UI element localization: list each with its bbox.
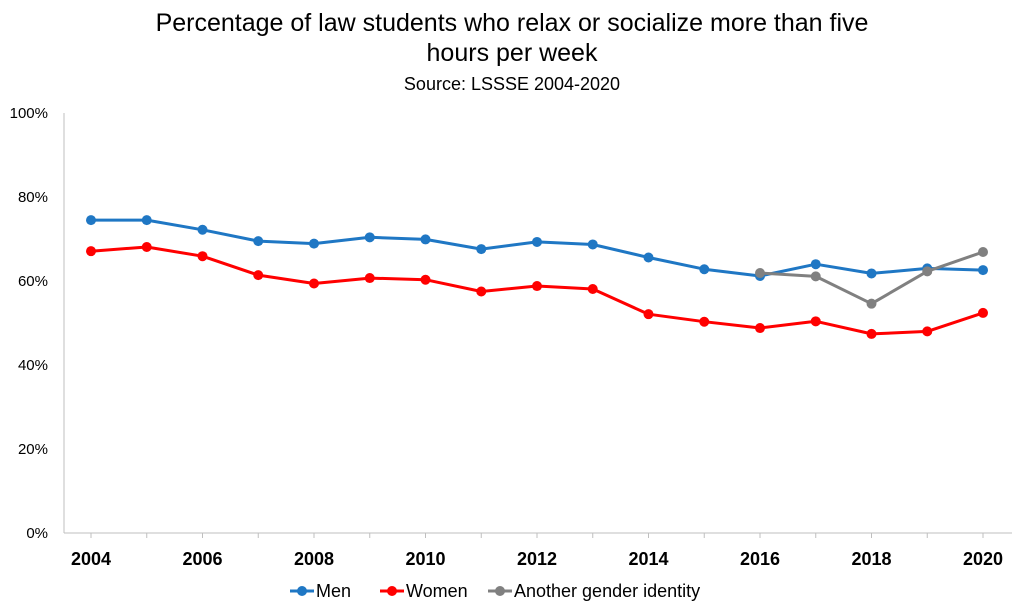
data-point-men: [978, 265, 988, 276]
data-point-men: [141, 215, 152, 226]
data-point-men: [253, 236, 264, 247]
y-tick-label: 80%: [18, 189, 48, 206]
data-point-men: [532, 236, 542, 247]
x-tick-label: 2006: [182, 549, 222, 569]
chart-title-line1: Percentage of law students who relax or …: [155, 9, 869, 37]
x-tick-label: 2008: [294, 549, 334, 569]
series-line-men: [91, 218, 984, 278]
y-tick-label: 0%: [26, 525, 48, 542]
y-tick-label: 100%: [10, 105, 48, 122]
y-tick-label: 40%: [18, 357, 48, 374]
data-point-women: [699, 316, 710, 327]
data-point-another-gender-identity: [922, 266, 933, 277]
chart-subtitle: Source: LSSSE 2004-2020: [403, 74, 621, 94]
x-tick-label: 2020: [963, 549, 1003, 569]
data-point-women: [643, 309, 654, 320]
data-point-another-gender-identity: [755, 268, 765, 279]
data-point-women: [309, 278, 319, 289]
data-point-women: [978, 307, 988, 318]
data-point-men: [197, 224, 208, 235]
y-tick-label: 20%: [18, 441, 48, 458]
data-point-women: [755, 323, 765, 334]
data-point-men: [364, 232, 375, 243]
data-point-women: [197, 251, 208, 262]
x-tick-label: 2018: [851, 549, 891, 569]
legend-marker-women: [387, 586, 397, 596]
data-point-women: [866, 328, 877, 339]
y-tick-label: 60%: [18, 273, 48, 290]
legend-label-men: Men: [316, 581, 351, 601]
data-point-women: [810, 316, 821, 327]
legend-marker-another-gender-identity: [495, 586, 505, 596]
data-point-men: [699, 264, 710, 275]
legend-label-another-gender-identity: Another gender identity: [514, 581, 700, 601]
data-point-men: [810, 259, 821, 270]
x-tick-label: 2014: [628, 549, 668, 569]
legend-label-women: Women: [406, 581, 468, 601]
data-point-women: [86, 246, 96, 257]
legend-marker-men: [297, 586, 307, 596]
data-point-men: [420, 234, 431, 245]
data-point-women: [922, 326, 933, 337]
chart-title-line2: hours per week: [426, 39, 598, 67]
data-point-women: [587, 283, 598, 294]
x-tick-label: 2012: [517, 549, 557, 569]
data-point-women: [420, 274, 431, 285]
data-point-another-gender-identity: [810, 271, 821, 282]
data-point-women: [364, 273, 375, 284]
data-point-men: [643, 252, 654, 263]
x-tick-label: 2016: [740, 549, 780, 569]
data-point-another-gender-identity: [866, 298, 877, 309]
data-point-men: [86, 215, 96, 226]
x-tick-label: 2010: [405, 549, 445, 569]
data-point-men: [309, 238, 319, 249]
data-point-men: [866, 268, 877, 279]
data-point-another-gender-identity: [978, 247, 988, 258]
x-tick-label: 2004: [71, 549, 111, 569]
data-point-women: [253, 270, 264, 281]
data-point-women: [141, 241, 152, 252]
data-point-women: [476, 286, 487, 297]
data-point-men: [587, 239, 598, 250]
data-point-men: [476, 244, 487, 255]
data-point-women: [532, 281, 542, 292]
